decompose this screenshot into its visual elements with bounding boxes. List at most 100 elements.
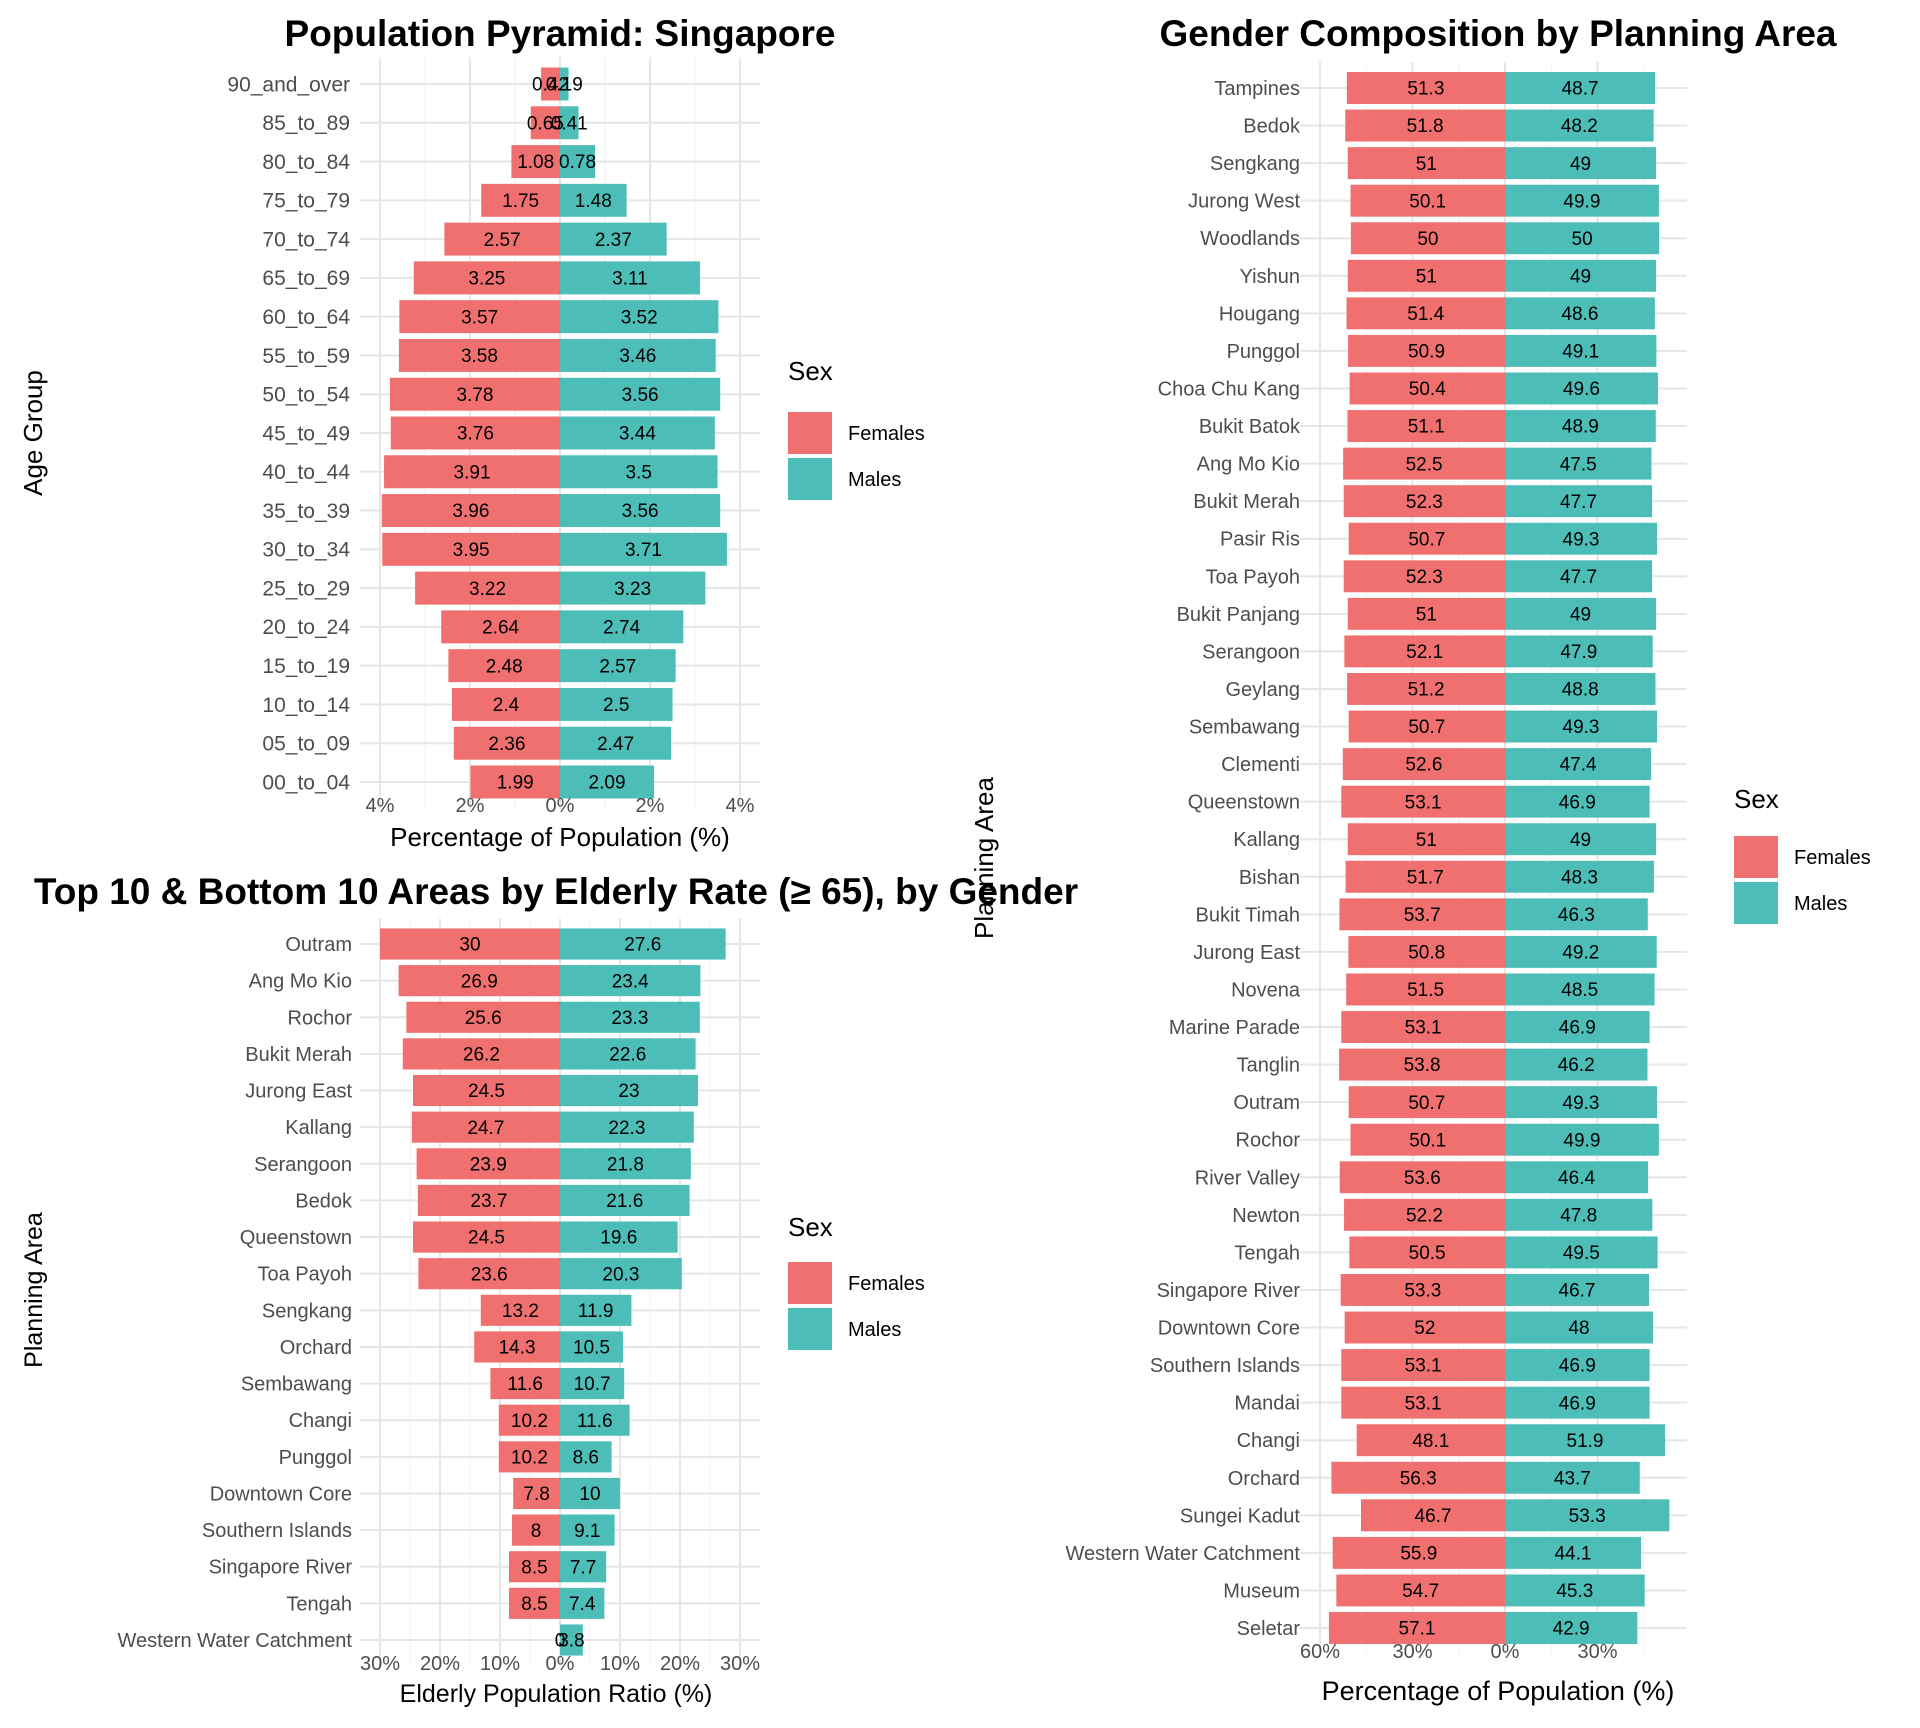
bar-females bbox=[380, 928, 560, 960]
bar-females bbox=[382, 532, 560, 566]
data-label-females: 2.4 bbox=[493, 695, 520, 716]
data-label-females: 23.9 bbox=[470, 1154, 507, 1175]
category-label: Changi bbox=[1237, 1430, 1300, 1452]
data-label-males: 48.5 bbox=[1561, 980, 1598, 1001]
bar-females bbox=[1345, 860, 1505, 893]
data-label-females: 53.1 bbox=[1405, 1393, 1442, 1414]
data-label-females: 24.5 bbox=[468, 1228, 505, 1249]
data-label-females: 51.2 bbox=[1408, 680, 1445, 701]
data-label-females: 53.1 bbox=[1405, 792, 1442, 813]
bar-males bbox=[560, 726, 672, 760]
x-tick-label: 4% bbox=[366, 795, 395, 817]
category-label: Bishan bbox=[1239, 867, 1300, 889]
bar-females bbox=[474, 1331, 560, 1363]
legend-swatch-females bbox=[788, 1262, 832, 1304]
data-label-females: 3.22 bbox=[469, 579, 506, 600]
bar-males bbox=[1505, 597, 1657, 630]
bar-females bbox=[480, 1294, 560, 1326]
data-label-males: 47.8 bbox=[1560, 1205, 1597, 1226]
data-label-females: 3.78 bbox=[456, 385, 493, 406]
category-label: Rochor bbox=[1236, 1130, 1301, 1152]
bar-females bbox=[1343, 485, 1505, 518]
data-label-males: 10.5 bbox=[573, 1338, 610, 1359]
category-label: 45_to_49 bbox=[262, 422, 350, 445]
category-label: Ang Mo Kio bbox=[249, 971, 352, 993]
category-label: Bedok bbox=[295, 1190, 353, 1212]
bar-females bbox=[1328, 1612, 1505, 1644]
data-label-females: 57.1 bbox=[1398, 1619, 1435, 1640]
bar-females bbox=[1339, 1161, 1505, 1194]
bar-males bbox=[1505, 860, 1654, 893]
bar-females bbox=[1339, 898, 1505, 931]
data-label-males: 27.6 bbox=[624, 935, 661, 956]
data-label-females: 51.3 bbox=[1407, 79, 1444, 100]
bar-males bbox=[560, 1294, 632, 1326]
data-label-females: 25.6 bbox=[465, 1008, 502, 1029]
bar-females bbox=[441, 610, 560, 644]
x-tick-label: 0% bbox=[546, 1653, 575, 1675]
data-label-males: 47.9 bbox=[1560, 642, 1597, 663]
data-label-males: 0.41 bbox=[551, 113, 588, 134]
category-label: 50_to_54 bbox=[262, 384, 350, 407]
data-label-females: 53.3 bbox=[1404, 1281, 1441, 1302]
data-label-males: 23.4 bbox=[612, 971, 649, 992]
category-label: Downtown Core bbox=[210, 1483, 352, 1505]
category-label: Queenstown bbox=[1188, 792, 1300, 814]
category-label: Punggol bbox=[279, 1447, 352, 1469]
data-label-males: 22.6 bbox=[609, 1045, 646, 1066]
bar-females bbox=[513, 1477, 560, 1510]
bar-females bbox=[389, 377, 560, 411]
data-label-males: 48.7 bbox=[1562, 79, 1599, 100]
category-label: Museum bbox=[1223, 1580, 1300, 1602]
bar-males bbox=[1505, 1386, 1650, 1419]
bar-females bbox=[1361, 1499, 1505, 1532]
x-axis-label: Percentage of Population (%) bbox=[1322, 1676, 1675, 1706]
data-label-females: 8 bbox=[531, 1521, 542, 1542]
data-label-males: 2.74 bbox=[603, 618, 640, 639]
category-label: Orchard bbox=[280, 1337, 352, 1359]
data-label-males: 9.1 bbox=[574, 1521, 600, 1542]
category-label: 55_to_59 bbox=[262, 345, 350, 368]
bar-females bbox=[509, 1551, 560, 1583]
data-label-females: 56.3 bbox=[1400, 1468, 1437, 1489]
bar-males bbox=[560, 1221, 678, 1253]
bar-females bbox=[1346, 973, 1505, 1006]
category-label: 65_to_69 bbox=[262, 267, 350, 290]
chart-panel-2: 51.3 48.7 51.8 48.2 51 49 50.1 49.9 50 50 51 49 51.4… bbox=[969, 13, 1871, 1706]
data-label-females: 52 bbox=[1414, 1318, 1435, 1339]
legend-swatch-females bbox=[1734, 836, 1778, 878]
data-label-males: 46.9 bbox=[1559, 1356, 1596, 1377]
data-label-males: 48.9 bbox=[1562, 417, 1599, 438]
bar-males bbox=[560, 300, 719, 334]
data-label-males: 7.4 bbox=[569, 1594, 596, 1615]
bar-females bbox=[1341, 1011, 1505, 1043]
data-label-males: 49.2 bbox=[1562, 943, 1599, 964]
data-label-females: 52.5 bbox=[1406, 454, 1443, 475]
category-label: Sengkang bbox=[262, 1300, 352, 1322]
category-label: Outram bbox=[1233, 1092, 1300, 1114]
bar-males bbox=[560, 455, 718, 489]
data-label-females: 50.1 bbox=[1409, 191, 1446, 212]
data-label-males: 49.5 bbox=[1563, 1243, 1600, 1264]
bar-males bbox=[1505, 673, 1656, 705]
data-label-males: 48.3 bbox=[1561, 867, 1598, 888]
data-label-females: 51.4 bbox=[1407, 304, 1444, 325]
x-tick-label: 0% bbox=[546, 795, 575, 817]
legend-title: Sex bbox=[788, 1212, 833, 1242]
category-label: Toa Payoh bbox=[257, 1264, 352, 1286]
data-label-males: 46.4 bbox=[1558, 1168, 1595, 1189]
bar-females bbox=[1331, 1461, 1505, 1494]
bar-females bbox=[1340, 1273, 1505, 1306]
category-label: Changi bbox=[289, 1410, 352, 1432]
data-label-males: 11.6 bbox=[577, 1411, 613, 1432]
bar-males bbox=[1505, 297, 1655, 330]
legend: Sex Females Males bbox=[788, 1212, 925, 1350]
data-label-males: 46.7 bbox=[1559, 1281, 1596, 1302]
data-label-males: 3.11 bbox=[612, 269, 648, 290]
data-label-males: 48.2 bbox=[1561, 116, 1598, 137]
category-label: Outram bbox=[285, 934, 352, 956]
data-label-males: 51.9 bbox=[1567, 1431, 1604, 1452]
bar-males bbox=[560, 1001, 700, 1033]
data-label-females: 50.4 bbox=[1409, 379, 1446, 400]
bar-females bbox=[416, 1148, 560, 1180]
